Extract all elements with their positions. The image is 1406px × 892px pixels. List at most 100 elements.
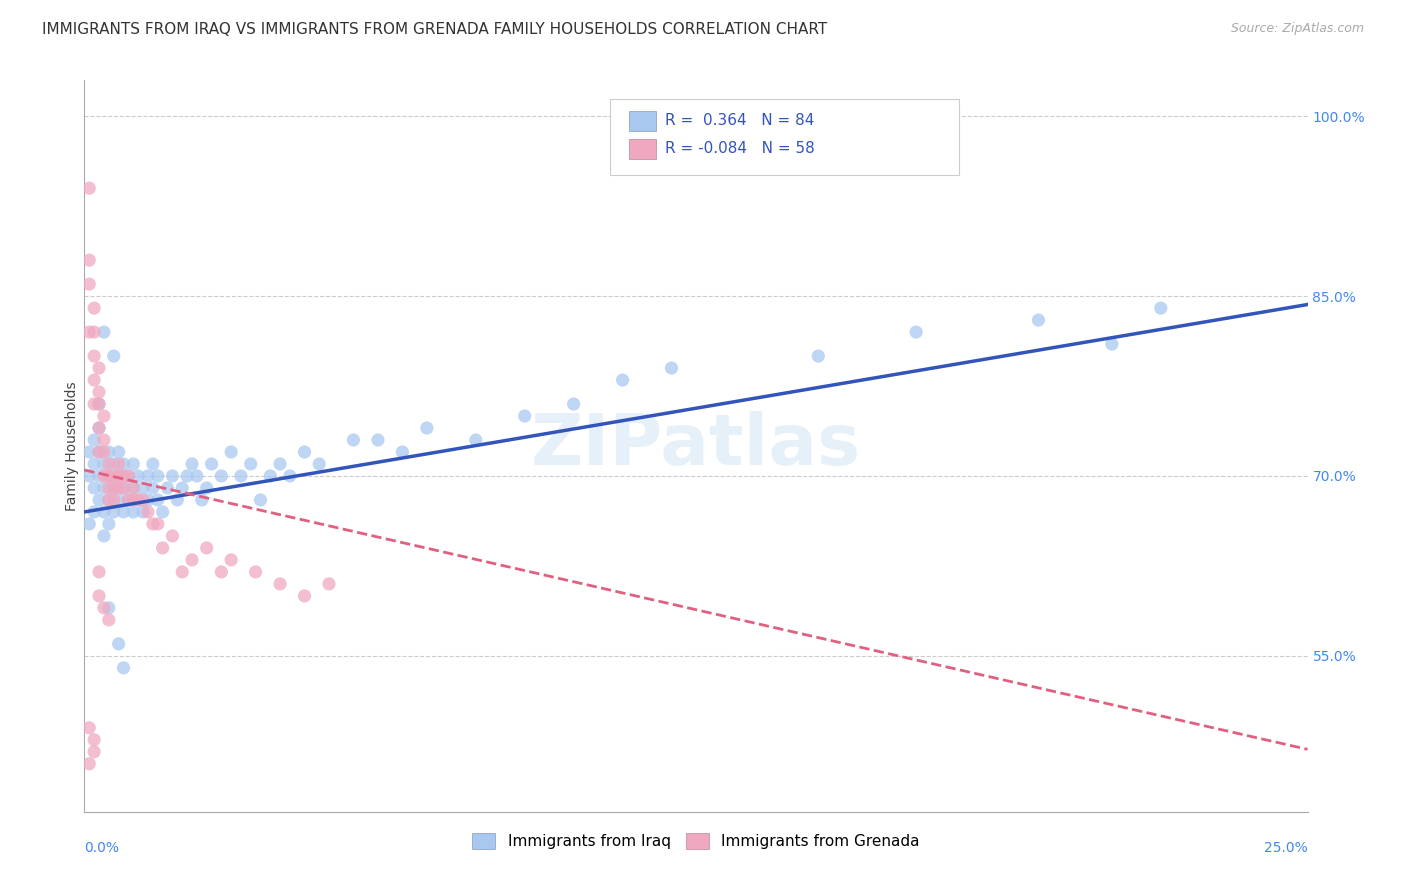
Point bbox=[176, 469, 198, 483]
Point bbox=[513, 409, 536, 423]
Point bbox=[172, 481, 194, 495]
Point bbox=[166, 492, 188, 507]
Point bbox=[83, 505, 105, 519]
Text: Source: ZipAtlas.com: Source: ZipAtlas.com bbox=[1230, 22, 1364, 36]
Point bbox=[342, 433, 364, 447]
Point bbox=[93, 505, 115, 519]
Point bbox=[318, 577, 340, 591]
Point bbox=[97, 481, 120, 495]
FancyBboxPatch shape bbox=[628, 111, 655, 131]
Point bbox=[97, 613, 120, 627]
Point bbox=[117, 469, 139, 483]
Point bbox=[93, 409, 115, 423]
Text: 25.0%: 25.0% bbox=[1264, 841, 1308, 855]
Point bbox=[200, 457, 222, 471]
Point bbox=[83, 397, 105, 411]
Point bbox=[93, 433, 115, 447]
Point bbox=[146, 492, 169, 507]
Point bbox=[103, 492, 125, 507]
Point bbox=[1101, 337, 1123, 351]
Point bbox=[93, 529, 115, 543]
Point bbox=[122, 457, 145, 471]
Point bbox=[103, 457, 125, 471]
Point bbox=[87, 421, 110, 435]
Point bbox=[239, 457, 262, 471]
Point bbox=[612, 373, 634, 387]
Point bbox=[416, 421, 439, 435]
Point bbox=[97, 492, 120, 507]
Point bbox=[83, 301, 105, 315]
Point bbox=[77, 469, 100, 483]
Point bbox=[294, 589, 316, 603]
Point bbox=[269, 457, 291, 471]
Point bbox=[146, 516, 169, 531]
Point bbox=[107, 469, 129, 483]
Point bbox=[97, 492, 120, 507]
Point bbox=[97, 469, 120, 483]
Point bbox=[132, 481, 155, 495]
Point bbox=[259, 469, 281, 483]
FancyBboxPatch shape bbox=[610, 99, 959, 176]
Point bbox=[269, 577, 291, 591]
Point bbox=[136, 505, 159, 519]
Point bbox=[142, 516, 165, 531]
Point bbox=[245, 565, 267, 579]
Point bbox=[97, 516, 120, 531]
Point bbox=[219, 553, 242, 567]
Point bbox=[87, 589, 110, 603]
Point bbox=[87, 469, 110, 483]
Point bbox=[107, 481, 129, 495]
Point bbox=[83, 325, 105, 339]
Point bbox=[195, 541, 218, 555]
Point bbox=[77, 756, 100, 771]
Point bbox=[181, 553, 204, 567]
Point bbox=[112, 481, 135, 495]
Point bbox=[142, 457, 165, 471]
Point bbox=[93, 445, 115, 459]
Point bbox=[1028, 313, 1050, 327]
Point bbox=[186, 469, 208, 483]
Point bbox=[103, 469, 125, 483]
Point bbox=[117, 492, 139, 507]
Point bbox=[107, 637, 129, 651]
Point bbox=[97, 600, 120, 615]
Text: 0.0%: 0.0% bbox=[84, 841, 120, 855]
Point bbox=[83, 732, 105, 747]
Legend: Immigrants from Iraq, Immigrants from Grenada: Immigrants from Iraq, Immigrants from Gr… bbox=[467, 827, 925, 855]
Point bbox=[103, 481, 125, 495]
Point bbox=[136, 469, 159, 483]
Point bbox=[172, 565, 194, 579]
Point bbox=[93, 325, 115, 339]
Point bbox=[87, 421, 110, 435]
Point bbox=[122, 492, 145, 507]
Point bbox=[142, 481, 165, 495]
Point bbox=[107, 469, 129, 483]
Point bbox=[905, 325, 928, 339]
Point bbox=[103, 349, 125, 363]
Point bbox=[103, 481, 125, 495]
Point bbox=[132, 505, 155, 519]
Point bbox=[1150, 301, 1173, 315]
Point bbox=[249, 492, 271, 507]
Point bbox=[87, 385, 110, 400]
Point bbox=[181, 457, 204, 471]
Point bbox=[87, 361, 110, 376]
Point bbox=[117, 469, 139, 483]
Point bbox=[162, 469, 184, 483]
Point bbox=[308, 457, 330, 471]
Point bbox=[132, 492, 155, 507]
Point bbox=[464, 433, 486, 447]
Text: R = -0.084   N = 58: R = -0.084 N = 58 bbox=[665, 141, 815, 156]
Point bbox=[93, 481, 115, 495]
Point bbox=[87, 565, 110, 579]
Point bbox=[661, 361, 683, 376]
Point bbox=[807, 349, 830, 363]
Point bbox=[112, 661, 135, 675]
Point bbox=[146, 469, 169, 483]
Point bbox=[77, 253, 100, 268]
Point bbox=[122, 505, 145, 519]
Point bbox=[127, 492, 149, 507]
Point bbox=[367, 433, 389, 447]
Point bbox=[127, 492, 149, 507]
Point bbox=[103, 505, 125, 519]
